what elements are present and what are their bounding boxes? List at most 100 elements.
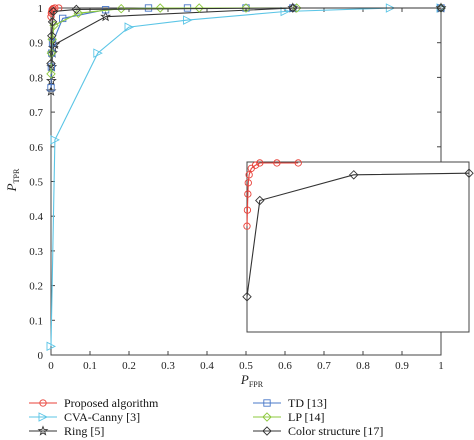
x-tick-label: 0.3: [161, 360, 175, 372]
x-tick-label: 0.9: [395, 360, 409, 372]
series-ring-5: [45, 2, 447, 96]
x-tick-label: 1: [438, 360, 444, 372]
x-tick-label: 0.1: [83, 360, 97, 372]
y-tick-label: 0.5: [29, 177, 43, 189]
inset-data-point: [242, 291, 252, 302]
inset-data-point: [273, 159, 281, 167]
legend-item-td: TD [13]: [252, 396, 327, 410]
data-point: [124, 22, 135, 32]
legend-label: TD [13]: [288, 395, 327, 410]
legend-marker: [39, 399, 47, 407]
y-tick-label: 0.7: [29, 107, 43, 119]
data-point: [46, 69, 56, 79]
legend-label: Color structure [17]: [288, 423, 384, 438]
inset-data-point: [244, 179, 252, 187]
inset-data-point: [251, 161, 260, 169]
y-tick-label: 0.6: [29, 142, 43, 154]
y-axis-label: PTPR: [4, 168, 21, 192]
y-tick-label: 0.1: [29, 315, 43, 327]
data-point: [93, 48, 103, 58]
data-point: [436, 3, 446, 13]
y-tick-label: 1: [38, 3, 44, 15]
series-line: [50, 7, 441, 88]
inset-series: [242, 168, 474, 302]
data-point: [155, 3, 165, 13]
legend-item-cva-canny: CVA-Canny [3]: [28, 410, 140, 424]
legend-label: Proposed algorithm: [64, 395, 159, 410]
x-tick-label: 0.5: [239, 360, 253, 372]
legend-item-proposed: Proposed algorithm: [28, 396, 158, 410]
data-point: [46, 341, 57, 352]
legend-item-ring: Ring [5]: [28, 424, 104, 438]
legend-label: CVA-Canny [3]: [64, 409, 141, 424]
inset-data-point: [294, 159, 302, 167]
x-tick-label: 0: [48, 360, 54, 372]
series-line: [50, 7, 441, 74]
y-tick-label: 0.9: [29, 38, 43, 50]
legend-marker-triangle-icon: [29, 412, 57, 422]
legend-label: LP [14]: [288, 409, 325, 424]
roc-chart: 0 0.1 0.2 0.3 0.4 0.5 0.6 0.7 0.8 0.9 1 0 0.1 0.2 0.3…: [4, 2, 474, 388]
x-axis-ticks: 0 0.1 0.2 0.3 0.4 0.5 0.6 0.7 0.8 0.9 1: [48, 8, 444, 372]
inset-data-point: [244, 190, 252, 198]
inset-plot: [242, 159, 474, 333]
legend-label: Ring [5]: [64, 423, 105, 438]
legend-marker: [262, 426, 272, 436]
legend-marker-star-icon: [29, 425, 57, 436]
y-tick-label: 0.2: [29, 281, 43, 293]
inset-data-point: [255, 195, 265, 206]
series-color-structure-17: [46, 3, 446, 69]
y-tick-label: 0.3: [29, 246, 43, 258]
inset-series-line: [246, 172, 470, 297]
x-tick-label: 0.8: [356, 360, 370, 372]
series-line: [50, 7, 441, 347]
data-point: [288, 3, 298, 13]
data-point: [46, 58, 56, 69]
inset-data-point: [348, 170, 359, 180]
data-point: [47, 17, 58, 27]
series-layer: [45, 2, 447, 352]
data-point: [49, 20, 59, 31]
x-axis-label: PFPR: [240, 372, 264, 388]
legend-marker: [262, 412, 272, 422]
series-line: [50, 7, 441, 92]
legend-marker: [37, 425, 49, 436]
inset-border: [246, 161, 470, 333]
inset-data-point: [243, 222, 251, 230]
data-point: [50, 135, 60, 145]
legend-marker-diamond-icon: [253, 426, 281, 436]
data-point: [116, 3, 126, 14]
data-point: [47, 31, 57, 41]
inset-data-point: [464, 168, 474, 178]
legend-marker-circle-icon: [29, 399, 57, 407]
data-point: [73, 8, 84, 18]
data-point: [241, 3, 251, 13]
data-point: [48, 6, 59, 17]
series-line: [50, 7, 441, 64]
legend-marker: [263, 399, 271, 407]
data-point: [183, 15, 193, 25]
inset-series: [243, 159, 302, 230]
y-tick-label: 0.4: [29, 211, 43, 223]
x-tick-label: 0.2: [122, 360, 136, 372]
inset-data-point: [245, 171, 253, 179]
chart-legend: Proposed algorithm TD [13] CVA-Canny [3]…: [28, 390, 458, 438]
data-point: [280, 6, 291, 17]
legend-marker-diamond-icon: [253, 412, 281, 422]
x-tick-label: 0.4: [200, 360, 214, 372]
legend-item-color-structure: Color structure [17]: [252, 424, 383, 438]
y-tick-label: 0.8: [29, 72, 43, 84]
legend-marker-square-icon: [253, 399, 281, 407]
x-tick-label: 0.7: [317, 360, 331, 372]
legend-item-lp: LP [14]: [252, 410, 325, 424]
y-tick-label: 0: [38, 350, 44, 362]
inset-data-point: [256, 159, 264, 167]
data-point: [194, 3, 204, 13]
data-point: [71, 4, 82, 15]
data-point: [47, 84, 55, 92]
x-tick-label: 0.6: [278, 360, 292, 372]
data-point: [291, 3, 302, 13]
data-point: [100, 11, 111, 22]
legend-marker: [38, 412, 49, 422]
inset-data-point: [243, 206, 252, 214]
